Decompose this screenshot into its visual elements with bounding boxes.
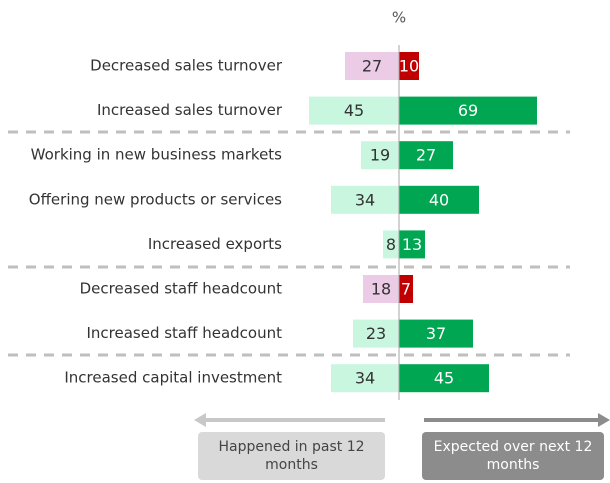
bar <box>399 319 473 348</box>
value-label: 19 <box>370 146 390 165</box>
category-label: Increased sales turnover <box>97 101 283 119</box>
bar <box>331 364 399 393</box>
bar <box>399 364 489 393</box>
value-label: 10 <box>399 57 419 76</box>
bar <box>399 96 537 125</box>
bar <box>399 141 453 170</box>
value-label: 18 <box>371 280 391 299</box>
bar <box>361 141 399 170</box>
value-label: 34 <box>355 190 375 209</box>
value-label: 34 <box>355 369 375 388</box>
value-label: 45 <box>344 101 364 120</box>
right-arrow-head <box>598 413 610 427</box>
value-label: 27 <box>416 146 436 165</box>
category-label: Decreased staff headcount <box>80 280 282 298</box>
arrows <box>194 413 610 427</box>
category-label: Increased staff headcount <box>86 324 282 342</box>
bar <box>399 275 413 303</box>
category-label: Increased exports <box>148 235 282 253</box>
value-label: 45 <box>434 369 454 388</box>
category-label: Increased capital investment <box>64 369 282 387</box>
bar <box>399 185 479 214</box>
value-label: 40 <box>429 190 449 209</box>
legend-past: Happened in past 12 months <box>198 432 385 480</box>
value-label: 69 <box>458 101 478 120</box>
legend-expected: Expected over next 12 months <box>422 432 604 480</box>
bar <box>399 52 419 80</box>
value-label: 8 <box>386 235 396 254</box>
category-label: Working in new business markets <box>31 146 283 164</box>
bar <box>345 52 399 80</box>
bar <box>309 96 399 125</box>
value-label: 13 <box>402 235 422 254</box>
category-label: Offering new products or services <box>29 190 282 208</box>
left-arrow-head <box>194 413 206 427</box>
chart-title: % <box>392 9 406 27</box>
bar <box>399 230 425 259</box>
bar <box>363 275 399 303</box>
category-label: Decreased sales turnover <box>90 57 283 75</box>
value-label: 27 <box>362 57 382 76</box>
separators <box>8 130 570 357</box>
value-label: 7 <box>401 280 411 299</box>
bar <box>353 319 399 348</box>
value-label: 37 <box>426 324 446 343</box>
bar <box>331 185 399 214</box>
bar <box>383 230 399 259</box>
value-label: 23 <box>366 324 386 343</box>
